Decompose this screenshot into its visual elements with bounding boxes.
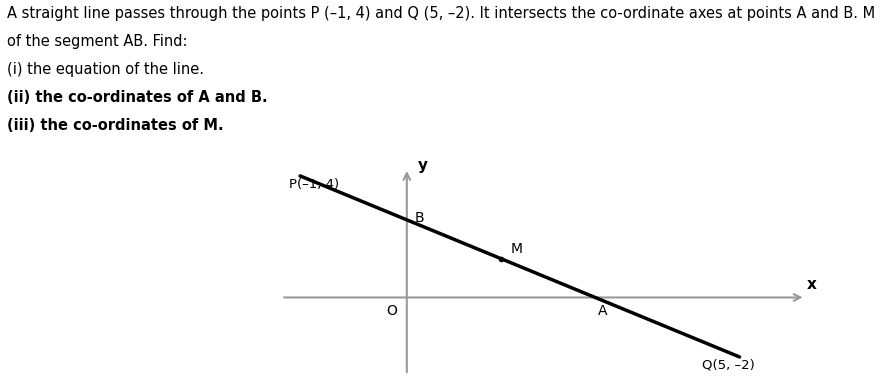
Text: B: B xyxy=(414,211,424,225)
Text: (i) the equation of the line.: (i) the equation of the line. xyxy=(7,62,204,77)
Text: Q(5, –2): Q(5, –2) xyxy=(702,358,755,371)
Text: y: y xyxy=(418,158,428,173)
Text: P(–1, 4): P(–1, 4) xyxy=(289,178,339,191)
Text: M: M xyxy=(510,242,522,256)
Text: x: x xyxy=(807,277,817,292)
Text: A: A xyxy=(598,304,608,318)
Text: (iii) the co-ordinates of M.: (iii) the co-ordinates of M. xyxy=(7,118,224,133)
Text: A straight line passes through the points P (–1, 4) and Q (5, –2). It intersects: A straight line passes through the point… xyxy=(7,6,881,21)
Text: (ii) the co-ordinates of A and B.: (ii) the co-ordinates of A and B. xyxy=(7,90,268,105)
Text: of the segment AB. Find:: of the segment AB. Find: xyxy=(7,34,188,49)
Text: O: O xyxy=(387,304,397,318)
